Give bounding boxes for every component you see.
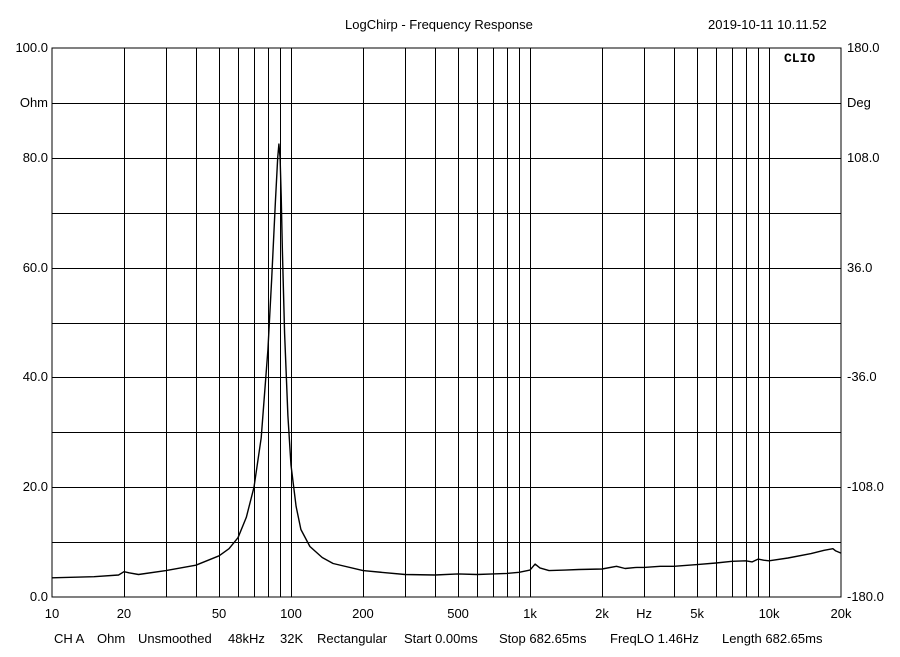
x-tick-label: 500 bbox=[447, 606, 469, 621]
y-left-tick-label: 40.0 bbox=[22, 369, 48, 385]
status-item: 48kHz bbox=[228, 631, 265, 646]
y-right-tick-label: -36.0 bbox=[847, 369, 877, 385]
status-item: Ohm bbox=[97, 631, 126, 646]
y-left-tick-label: 60.0 bbox=[22, 259, 48, 275]
x-tick-label: 200 bbox=[352, 606, 374, 621]
x-axis-unit-label: Hz bbox=[636, 606, 653, 621]
x-tick-label: 5k bbox=[690, 606, 704, 621]
status-item: 32K bbox=[280, 631, 304, 646]
y-right-tick-label: 108.0 bbox=[847, 149, 880, 165]
y-right-tick-label: -108.0 bbox=[847, 479, 884, 495]
series-lines bbox=[51, 143, 842, 579]
y-left-tick-label: 80.0 bbox=[22, 149, 48, 165]
x-tick-label: 10 bbox=[44, 606, 60, 621]
y-left-tick-label: 100.0 bbox=[15, 40, 48, 55]
x-tick-label: 20 bbox=[116, 606, 132, 621]
y-right-tick-label: -180.0 bbox=[847, 589, 884, 604]
x-tick-label: 10k bbox=[758, 606, 780, 621]
status-item: Stop 682.65ms bbox=[499, 631, 587, 646]
x-tick-label: 50 bbox=[211, 606, 227, 621]
grid-lines bbox=[52, 48, 841, 597]
status-item: FreqLO 1.46Hz bbox=[610, 631, 699, 646]
y-right-tick-label: 36.0 bbox=[847, 259, 873, 275]
plot-background bbox=[52, 48, 841, 597]
status-item: Unsmoothed bbox=[138, 631, 212, 646]
plot-frame bbox=[51, 47, 842, 598]
chart-title: LogChirp - Frequency Response bbox=[345, 17, 533, 32]
impedance-curve bbox=[51, 143, 842, 579]
status-item: Rectangular bbox=[317, 631, 388, 646]
timestamp: 2019-10-11 10.11.52 bbox=[708, 17, 827, 32]
y-left-tick-label: 20.0 bbox=[22, 479, 48, 495]
status-item: Start 0.00ms bbox=[404, 631, 478, 646]
y-right-unit-label: Deg bbox=[847, 94, 871, 110]
x-tick-label: 1k bbox=[523, 606, 537, 621]
y-right-tick-label: 180.0 bbox=[847, 40, 880, 55]
status-item: CH A bbox=[54, 631, 85, 646]
x-tick-label: 20k bbox=[830, 606, 852, 621]
x-tick-label: 100 bbox=[280, 606, 302, 621]
y-left-tick-label: 0.0 bbox=[29, 589, 48, 604]
brand-logo: CLIO bbox=[784, 51, 816, 66]
status-item: Length 682.65ms bbox=[722, 631, 823, 646]
x-tick-label: 2k bbox=[595, 606, 609, 621]
y-left-unit-label: Ohm bbox=[19, 94, 48, 110]
